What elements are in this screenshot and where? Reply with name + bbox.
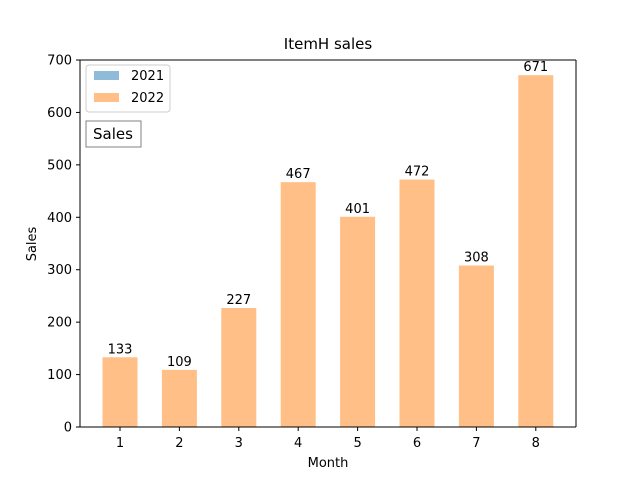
legend-swatch-2022 [94, 93, 119, 102]
x-tick-label-6: 6 [413, 436, 421, 451]
x-tick-label-2: 2 [175, 436, 183, 451]
annotation-box: Sales [85, 120, 142, 148]
y-axis: 0 100 200 300 400 500 600 700 [47, 54, 80, 436]
legend-label-2021: 2021 [131, 69, 164, 84]
x-tick-label-3: 3 [235, 436, 243, 451]
chart-title: ItemH sales [284, 35, 373, 53]
x-tick-label-4: 4 [294, 436, 302, 451]
bar-2022-month-6 [399, 179, 435, 427]
bar-value-label-month-1: 133 [108, 342, 133, 357]
bar-2022-month-7 [458, 265, 494, 427]
legend-swatch-2021 [94, 71, 119, 80]
plot-frame [79, 59, 577, 428]
x-axis-label: Month [308, 456, 349, 471]
x-tick-label-8: 8 [532, 436, 540, 451]
y-tick-label-0: 0 [64, 421, 72, 436]
bar-2022-month-8 [518, 75, 554, 427]
x-axis: 1 2 3 4 5 6 7 8 [116, 427, 540, 451]
y-tick-label-300: 300 [47, 263, 72, 278]
bar-labels-group: 133 109 227 467 401 472 308 671 [108, 60, 549, 370]
bar-value-label-month-5: 401 [345, 202, 370, 217]
y-axis-label: Sales [25, 226, 40, 261]
annotation-text: Sales [93, 125, 133, 143]
bar-2022-month-3 [221, 307, 257, 427]
bar-value-label-month-6: 472 [405, 165, 430, 180]
x-tick-label-5: 5 [353, 436, 361, 451]
y-tick-label-200: 200 [47, 316, 72, 331]
y-tick-label-600: 600 [47, 106, 72, 121]
bars-group [102, 75, 554, 427]
bar-2022-month-1 [102, 357, 138, 427]
bar-value-label-month-2: 109 [167, 355, 192, 370]
x-tick-label-1: 1 [116, 436, 124, 451]
y-tick-label-400: 400 [47, 211, 72, 226]
y-tick-label-700: 700 [47, 54, 72, 69]
x-tick-label-7: 7 [472, 436, 480, 451]
bar-2022-month-4 [280, 182, 316, 427]
y-tick-label-100: 100 [47, 368, 72, 383]
legend-label-2022: 2022 [131, 91, 164, 106]
legend: 2021 2022 [85, 64, 171, 113]
bar-value-label-month-8: 671 [523, 60, 548, 75]
bar-value-label-month-3: 227 [226, 293, 251, 308]
bar-value-label-month-7: 308 [464, 251, 489, 266]
bar-2022-month-2 [161, 369, 197, 427]
bar-2022-month-5 [340, 216, 376, 427]
bar-value-label-month-4: 467 [286, 167, 311, 182]
y-tick-label-500: 500 [47, 158, 72, 173]
